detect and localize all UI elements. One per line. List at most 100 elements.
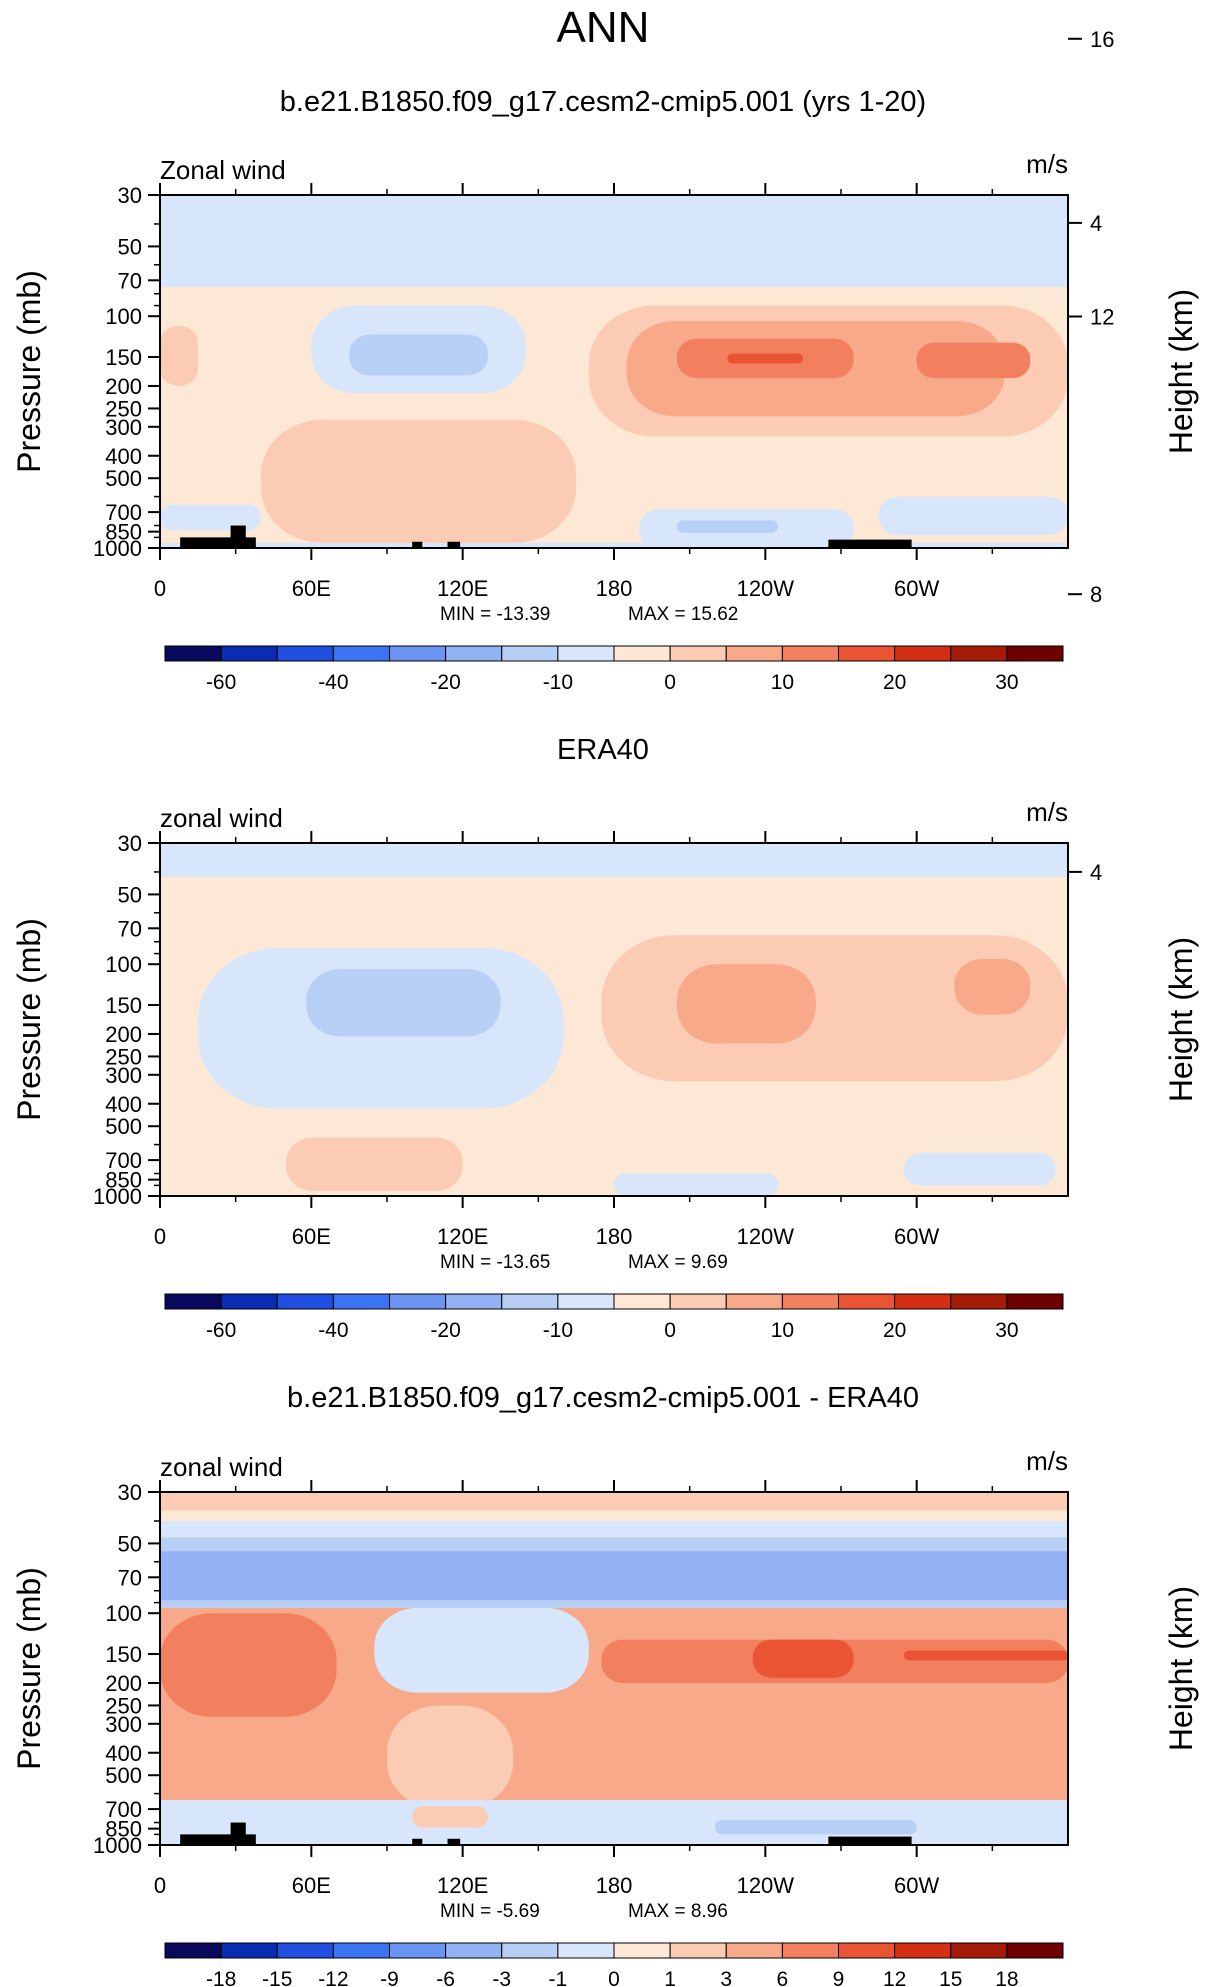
y-tick-label: 500: [105, 1114, 142, 1139]
y-tick-label: 700: [105, 1797, 142, 1822]
max-label: MAX = 15.62: [628, 604, 738, 625]
min-label: MIN = -13.65: [440, 1252, 550, 1273]
colorbar-swatch: [501, 1942, 559, 1959]
colorbar-label: -60: [206, 671, 236, 694]
y-tick-label: 400: [105, 1741, 142, 1766]
colorbar-swatch: [725, 645, 783, 662]
max-label: MAX = 8.96: [628, 1901, 728, 1922]
x-tick-label: 180: [596, 1873, 633, 1898]
topography: [180, 1834, 256, 1845]
colorbar-swatch: [276, 1942, 334, 1959]
colorbar-swatch: [501, 1293, 559, 1310]
y-tick-label: 70: [118, 268, 142, 293]
colorbar-label: 0: [664, 1319, 676, 1342]
y-axis-label: Pressure (mb): [11, 270, 47, 473]
colorbar-label: -6: [436, 1968, 455, 1987]
colorbar-swatch: [332, 645, 390, 662]
colorbar-swatch: [613, 1942, 671, 1959]
colorbar-swatch: [838, 1942, 896, 1959]
contour-region: [387, 1705, 514, 1810]
y-tick-label: 200: [105, 1671, 142, 1696]
y-tick-label: 500: [105, 1763, 142, 1788]
x-tick-label: 0: [154, 1224, 166, 1249]
colorbar-swatch: [389, 1942, 447, 1959]
colorbar-swatch: [669, 1293, 727, 1310]
contour-region: [714, 1819, 917, 1835]
colorbar-swatch: [613, 645, 671, 662]
contour-region: [260, 419, 577, 543]
colorbar-label: -10: [543, 671, 573, 694]
y-tick-label: 50: [118, 234, 142, 259]
colorbar-swatch: [276, 1293, 334, 1310]
panel-title: ERA40: [557, 734, 649, 766]
colorbar-swatch: [894, 645, 952, 662]
variable-label: zonal wind: [160, 1452, 283, 1482]
x-tick-label: 120E: [437, 576, 488, 601]
panel-title: b.e21.B1850.f09_g17.cesm2-cmip5.001 - ER…: [287, 1382, 919, 1414]
colorbar-label: -60: [206, 1319, 236, 1342]
colorbar-label: 6: [777, 1968, 789, 1987]
contour-region: [160, 843, 1068, 877]
colorbar-swatch: [164, 1942, 222, 1959]
height-tick-label: 4: [1090, 211, 1102, 236]
contour-region: [374, 1608, 589, 1693]
colorbar-label: 9: [833, 1968, 845, 1987]
colorbar-swatch: [445, 645, 503, 662]
contour-region: [160, 504, 261, 531]
y-tick-label: 30: [118, 1480, 142, 1505]
y-tick-label: 100: [105, 304, 142, 329]
height-tick-label: 4: [1090, 860, 1102, 885]
x-tick-label: 120W: [737, 1873, 795, 1898]
contour-region: [904, 1650, 1068, 1661]
x-tick-label: 60W: [894, 576, 939, 601]
contour-region: [677, 520, 778, 533]
units-label: m/s: [1026, 797, 1068, 827]
colorbar-swatch: [669, 645, 727, 662]
y-tick-label: 850: [105, 1168, 142, 1193]
contour-region: [160, 1551, 1068, 1601]
panel-3: b.e21.B1850.f09_g17.cesm2-cmip5.001 - ER…: [11, 27, 1199, 1987]
height-tick-label: 16: [1090, 27, 1114, 52]
contour-region: [306, 969, 501, 1037]
colorbar-label: -10: [543, 1319, 573, 1342]
min-label: MIN = -5.69: [440, 1901, 540, 1922]
variable-label: Zonal wind: [160, 155, 286, 185]
colorbar-label: -3: [492, 1968, 511, 1987]
contour-region: [286, 1137, 463, 1191]
y-tick-label: 70: [118, 1565, 142, 1590]
x-tick-label: 0: [154, 1873, 166, 1898]
colorbar-swatch: [669, 1942, 727, 1959]
y-tick-label: 250: [105, 1044, 142, 1069]
colorbar-swatch: [894, 1942, 952, 1959]
y-tick-label: 70: [118, 916, 142, 941]
x-tick-label: 120E: [437, 1873, 488, 1898]
y-tick-label: 200: [105, 1022, 142, 1047]
colorbar-swatch: [220, 1293, 278, 1310]
colorbar-swatch: [1006, 1942, 1064, 1959]
contour-fill: [160, 195, 1068, 548]
units-label: m/s: [1026, 149, 1068, 179]
height-tick-label: 12: [1090, 304, 1114, 329]
height-axis-label: Height (km): [1163, 937, 1199, 1102]
topography: [828, 539, 912, 548]
colorbar-label: -15: [262, 1968, 292, 1987]
contour-region: [614, 1173, 778, 1196]
colorbar-swatch: [725, 1293, 783, 1310]
y-tick-label: 700: [105, 1148, 142, 1173]
panel-title: b.e21.B1850.f09_g17.cesm2-cmip5.001 (yrs…: [280, 86, 926, 118]
topography: [230, 1822, 246, 1845]
topography: [230, 525, 246, 548]
y-axis-label: Pressure (mb): [11, 1567, 47, 1770]
min-label: MIN = -13.39: [440, 604, 550, 625]
colorbar-swatch: [950, 1942, 1008, 1959]
x-tick-label: 0: [154, 576, 166, 601]
contour-fill: [160, 843, 1068, 1196]
colorbar-swatch: [389, 645, 447, 662]
contour-region: [160, 325, 198, 386]
contour-region: [160, 1520, 1068, 1538]
colorbar-label: 18: [995, 1968, 1018, 1987]
y-tick-label: 300: [105, 1063, 142, 1088]
y-tick-label: 400: [105, 444, 142, 469]
